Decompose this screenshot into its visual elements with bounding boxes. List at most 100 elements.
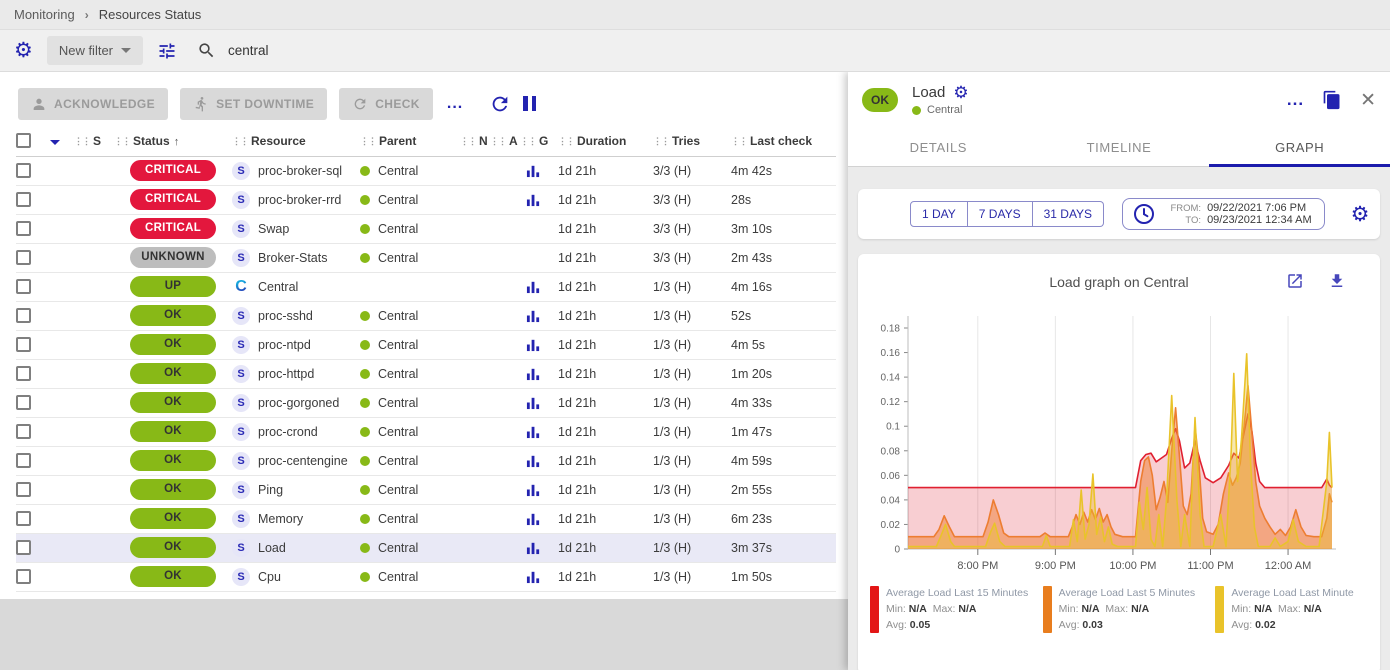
graph-icon[interactable] — [526, 366, 541, 381]
parent-name[interactable]: Central — [378, 250, 419, 265]
row-checkbox[interactable] — [16, 395, 31, 411]
row-checkbox[interactable] — [16, 337, 31, 353]
acknowledge-button[interactable]: ACKNOWLEDGE — [18, 87, 169, 120]
graph-icon[interactable] — [526, 511, 541, 526]
table-row[interactable]: UP C Central 1d 21h 1/3 (H) 4m 16s — [16, 272, 836, 302]
row-checkbox[interactable] — [16, 453, 31, 469]
time-preset-1day[interactable]: 1 DAY — [910, 201, 968, 227]
resource-name[interactable]: Broker-Stats — [258, 250, 328, 265]
parent-name[interactable]: Central — [378, 192, 419, 207]
service-settings-gear-icon[interactable]: ⚙ — [953, 83, 969, 102]
column-header-last-check[interactable]: ⋮⋮ Last check — [731, 126, 836, 157]
legend-item-1min[interactable]: Average Load Last Minute Min: N/A Max: N… — [1215, 586, 1380, 633]
parent-name[interactable]: Central — [378, 221, 419, 236]
parent-name[interactable]: Central — [378, 366, 419, 381]
select-menu-chevron-icon[interactable] — [50, 139, 60, 145]
resource-name[interactable]: proc-httpd — [258, 366, 315, 381]
parent-name[interactable]: Central — [378, 453, 419, 468]
row-checkbox[interactable] — [16, 569, 31, 585]
parent-name[interactable]: Central — [378, 337, 419, 352]
refresh-button[interactable] — [489, 93, 511, 115]
resource-name[interactable]: proc-gorgoned — [258, 395, 340, 410]
drag-handle-icon[interactable]: ⋮⋮ — [490, 135, 507, 146]
time-preset-7days[interactable]: 7 DAYS — [967, 201, 1033, 227]
tune-filter-icon[interactable] — [157, 41, 177, 61]
row-checkbox[interactable] — [16, 192, 31, 208]
drag-handle-icon[interactable]: ⋮⋮ — [114, 135, 131, 146]
resource-name[interactable]: Central — [258, 279, 299, 294]
table-row[interactable]: OK S Load Central 1d 21h 1/3 (H) 3m 37s — [16, 533, 836, 563]
legend-item-15min[interactable]: Average Load Last 15 Minutes Min: N/A Ma… — [870, 586, 1035, 633]
parent-name[interactable]: Central — [378, 308, 419, 323]
time-preset-31days[interactable]: 31 DAYS — [1032, 201, 1105, 227]
column-header-parent[interactable]: ⋮⋮ Parent — [360, 126, 460, 157]
graph-icon[interactable] — [526, 308, 541, 323]
resource-name[interactable]: Ping — [258, 482, 284, 497]
drag-handle-icon[interactable]: ⋮⋮ — [360, 135, 377, 146]
column-header-tries[interactable]: ⋮⋮ Tries — [653, 126, 731, 157]
resource-name[interactable]: proc-centengine — [258, 453, 348, 468]
row-checkbox[interactable] — [16, 482, 31, 498]
row-checkbox[interactable] — [16, 424, 31, 440]
drag-handle-icon[interactable]: ⋮⋮ — [731, 135, 748, 146]
download-icon[interactable] — [1328, 272, 1346, 290]
graph-icon[interactable] — [526, 337, 541, 352]
drag-handle-icon[interactable]: ⋮⋮ — [460, 135, 477, 146]
drag-handle-icon[interactable]: ⋮⋮ — [558, 135, 575, 146]
tab-graph[interactable]: GRAPH — [1209, 128, 1390, 167]
resource-name[interactable]: proc-ntpd — [258, 337, 311, 352]
row-checkbox[interactable] — [16, 221, 31, 237]
legend-item-5min[interactable]: Average Load Last 5 Minutes Min: N/A Max… — [1042, 586, 1208, 633]
tab-timeline[interactable]: TIMELINE — [1086, 139, 1152, 155]
graph-settings-gear-icon[interactable]: ⚙ — [1350, 202, 1370, 226]
column-header-resource[interactable]: ⋮⋮ Resource — [232, 126, 360, 157]
resource-name[interactable]: proc-sshd — [258, 308, 313, 323]
row-checkbox[interactable] — [16, 366, 31, 382]
drag-handle-icon[interactable]: ⋮⋮ — [653, 135, 670, 146]
resource-name[interactable]: Cpu — [258, 569, 281, 584]
graph-icon[interactable] — [526, 540, 541, 555]
parent-name[interactable]: Central — [378, 424, 419, 439]
panel-more-button[interactable]: ... — [1286, 90, 1305, 109]
row-checkbox[interactable] — [16, 308, 31, 324]
load-graph-plot[interactable]: 0 0.02 0.04 0.06 0.08 0.1 0.12 0.14 0.16 0.18 8:00… — [858, 294, 1382, 576]
column-header-notes[interactable]: ⋮⋮ N — [460, 126, 490, 157]
graph-icon[interactable] — [526, 424, 541, 439]
close-panel-button[interactable]: ✕ — [1360, 89, 1376, 111]
pause-autorefresh-button[interactable] — [523, 96, 537, 111]
new-filter-dropdown[interactable]: New filter — [46, 36, 144, 65]
table-row[interactable]: OK S Cpu Central 1d 21h 1/3 (H) 1m 50s — [16, 562, 836, 592]
tab-details[interactable]: DETAILS — [909, 139, 968, 155]
breadcrumb-section[interactable]: Monitoring — [14, 7, 75, 22]
parent-name[interactable]: Central — [378, 395, 419, 410]
parent-name[interactable]: Central — [378, 482, 419, 497]
graph-icon[interactable] — [526, 569, 541, 584]
row-checkbox[interactable] — [16, 163, 31, 179]
parent-name[interactable]: Central — [378, 569, 419, 584]
graph-icon[interactable] — [526, 453, 541, 468]
more-actions-button[interactable]: ... — [446, 94, 464, 112]
row-checkbox[interactable] — [16, 540, 31, 556]
search-field[interactable] — [191, 30, 1390, 71]
resource-name[interactable]: proc-broker-rrd — [258, 192, 342, 207]
select-all-checkbox[interactable] — [16, 133, 31, 149]
graph-icon[interactable] — [526, 163, 541, 178]
drag-handle-icon[interactable]: ⋮⋮ — [232, 135, 249, 146]
resource-name[interactable]: proc-broker-sql — [258, 163, 343, 178]
copy-link-button[interactable] — [1322, 90, 1342, 110]
table-row[interactable]: OK S Memory Central 1d 21h 1/3 (H) 6m 23s — [16, 504, 836, 534]
parent-name[interactable]: Central — [378, 540, 419, 555]
resource-name[interactable]: proc-crond — [258, 424, 318, 439]
drag-handle-icon[interactable]: ⋮⋮ — [74, 135, 91, 146]
resource-name[interactable]: Memory — [258, 511, 304, 526]
open-in-new-icon[interactable] — [1286, 272, 1304, 290]
column-header-action[interactable]: ⋮⋮ A — [490, 126, 520, 157]
parent-name[interactable]: Central — [378, 163, 419, 178]
resource-name[interactable]: Load — [258, 540, 286, 555]
